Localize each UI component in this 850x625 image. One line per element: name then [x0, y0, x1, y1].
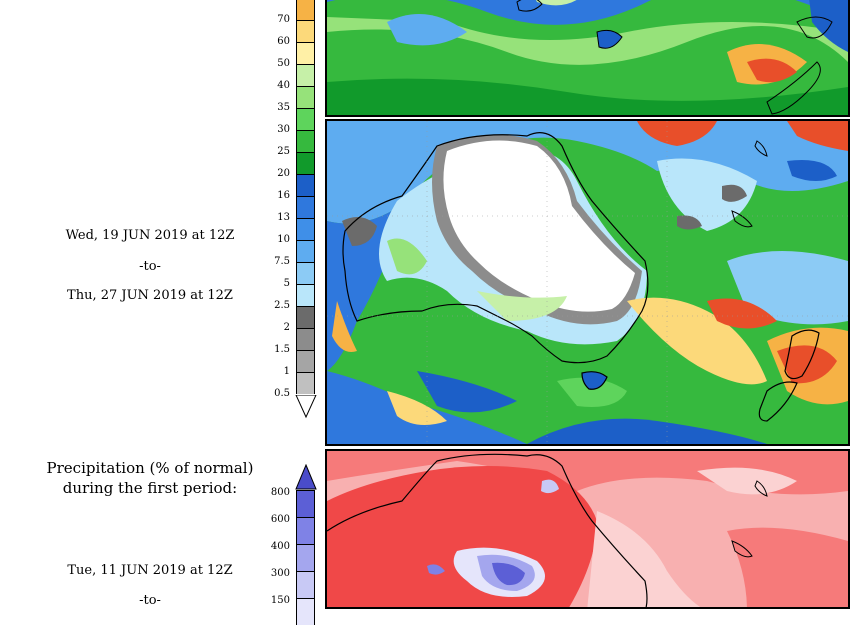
colorbar-pct-segment: [296, 490, 315, 517]
colorbar-mm-tick-label: 5: [283, 278, 290, 289]
colorbar-pct-segment: [296, 544, 315, 571]
colorbar-pct-tick-label: 400: [270, 541, 290, 552]
colorbar-pct-segment: [296, 571, 315, 598]
colorbar-mm-segment: [296, 42, 315, 64]
colorbar-pct-segment: [296, 517, 315, 544]
colorbar-mm-tick-label: 7.5: [274, 256, 290, 267]
colorbar-mm-segment: [296, 0, 315, 20]
colorbar-mm-tick-label: 80: [260, 0, 290, 3]
colorbar-mm-tick-label: 2: [283, 322, 290, 333]
colorbar-mm-segment: [296, 306, 315, 328]
colorbar-mm-tick-label: 25: [277, 146, 290, 157]
colorbar-pct-high-arrow: [295, 464, 317, 490]
colorbar-mm-tick-label: 30: [277, 124, 290, 135]
colorbar-mm-tick-label: 60: [277, 36, 290, 47]
middle-date-start: Wed, 19 JUN 2019 at 12Z: [65, 228, 235, 243]
colorbar-mm-tick-label: 1: [283, 366, 290, 377]
map-panel-forecast: [325, 119, 850, 446]
colorbar-pct-segment: [296, 598, 315, 625]
colorbar-mm-segment: [296, 350, 315, 372]
colorbar-mm-tick-label: 13: [277, 212, 290, 223]
bottom-date-start: Tue, 11 JUN 2019 at 12Z: [67, 563, 233, 578]
colorbar-mm-segment: [296, 372, 315, 394]
colorbar-mm-segment: [296, 328, 315, 350]
colorbar-mm-tick-label: 1.5: [274, 344, 290, 355]
colorbar-mm-tick-label: 0.5: [274, 388, 290, 399]
colorbar-mm-tick-label: 35: [277, 102, 290, 113]
colorbar-mm-segment: [296, 284, 315, 306]
colorbar-pct-tick-label: 150: [270, 595, 290, 606]
colorbar-mm-segment: [296, 64, 315, 86]
precip-map-previous: [327, 0, 848, 115]
precip-map-forecast: [327, 121, 848, 444]
colorbar-mm-segment: [296, 152, 315, 174]
percent-normal-map: [327, 451, 848, 607]
bottom-heading-line1: Precipitation (% of normal): [46, 459, 254, 477]
colorbar-mm-tick-label: 70: [277, 14, 290, 25]
colorbar-mm-tick-label: 50: [277, 58, 290, 69]
bottom-date-separator: -to-: [139, 593, 161, 608]
colorbar-mm-segment: [296, 108, 315, 130]
colorbar-pct-tick-label: 800: [270, 487, 290, 498]
colorbar-low-arrow: [295, 395, 317, 419]
colorbar-mm-segment: [296, 240, 315, 262]
colorbar-pct-tick-label: 600: [270, 514, 290, 525]
map-panel-percent-normal: [325, 449, 850, 609]
colorbar-mm-segment: [296, 130, 315, 152]
middle-date-end: Thu, 27 JUN 2019 at 12Z: [67, 288, 233, 303]
bottom-heading-line2: during the first period:: [62, 479, 238, 497]
colorbar-mm-tick-label: 16: [277, 190, 290, 201]
colorbar-pct-tick-label: 300: [270, 568, 290, 579]
colorbar-mm-tick-label: 2.5: [274, 300, 290, 311]
colorbar-mm-segment: [296, 174, 315, 196]
colorbar-mm-segment: [296, 262, 315, 284]
colorbar-mm-tick-label: 20: [277, 168, 290, 179]
colorbar-mm-tick-label: 40: [277, 80, 290, 91]
map-panel-previous: [325, 0, 850, 117]
colorbar-mm-segment: [296, 196, 315, 218]
colorbar-mm-segment: [296, 20, 315, 42]
colorbar-mm-segment: [296, 218, 315, 240]
middle-date-separator: -to-: [139, 259, 161, 274]
colorbar-mm-tick-label: 10: [277, 234, 290, 245]
colorbar-mm-segment: [296, 86, 315, 108]
